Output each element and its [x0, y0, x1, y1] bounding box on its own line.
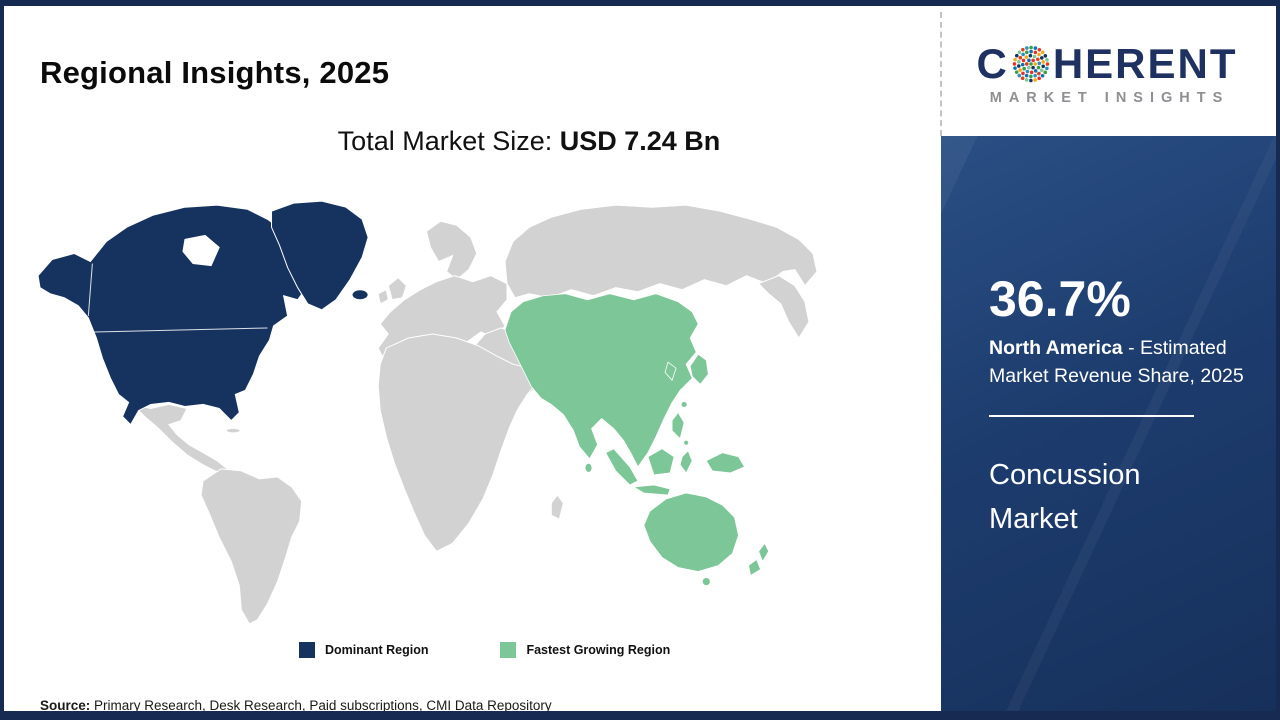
- fastest-growing-region-label: Fastest Growing Region: [526, 643, 671, 657]
- map-fastest-growing-region: [504, 293, 770, 586]
- fastest-growing-region-swatch: [500, 642, 517, 658]
- total-market-size-label: Total Market Size:: [337, 126, 560, 156]
- alaska-canada-border-line: [87, 263, 93, 316]
- source-label: Source:: [40, 698, 91, 713]
- region-philippines-south: [683, 439, 690, 446]
- region-java: [632, 484, 671, 496]
- sidebar-divider-line: [989, 414, 1194, 417]
- market-name: Concussion Market: [989, 458, 1141, 536]
- total-market-size: Total Market Size: USD 7.24 Bn: [4, 126, 944, 157]
- source-note: Source: Primary Research, Desk Research,…: [40, 698, 552, 713]
- brand-subtitle: MARKET INSIGHTS: [989, 89, 1230, 106]
- region-new-zealand-south: [748, 558, 762, 577]
- map-dominant-region: [37, 200, 369, 426]
- legend-item-fastest-growing: Fastest Growing Region: [500, 642, 670, 658]
- region-uk: [387, 276, 407, 301]
- us-canada-border-line: [94, 327, 268, 333]
- region-ireland: [377, 288, 389, 305]
- brand-wordmark: C HERENT: [976, 39, 1238, 87]
- region-australia: [643, 492, 739, 572]
- dominant-region-label: Dominant Region: [325, 643, 429, 657]
- region-sri-lanka: [584, 462, 593, 473]
- logo-globe-icon: [1012, 45, 1050, 82]
- brand-letters-herent: HERENT: [1052, 39, 1238, 87]
- world-map-svg: [37, 200, 818, 625]
- brand-logo: C HERENT MARKET INSIGHTS: [940, 12, 1272, 136]
- region-new-guinea: [705, 452, 746, 474]
- region-taiwan: [680, 401, 688, 408]
- region-scandinavia: [425, 220, 478, 281]
- region-borneo: [647, 448, 675, 476]
- logo-globe-dots: [1012, 45, 1050, 82]
- region-south-america: [200, 468, 303, 625]
- share-region-name: North America: [989, 337, 1123, 359]
- region-caribbean: [225, 427, 241, 434]
- region-philippines: [671, 411, 685, 440]
- bottom-border-bar: [4, 711, 1276, 720]
- region-north-america: [37, 204, 309, 426]
- page-title: Regional Insights, 2025: [40, 54, 390, 90]
- map-rest-of-world: [131, 204, 818, 625]
- legend-item-dominant: Dominant Region: [299, 642, 428, 658]
- map-legend: Dominant Region Fastest Growing Region: [299, 642, 670, 658]
- region-greenland: [271, 200, 369, 311]
- region-russia: [504, 204, 818, 299]
- share-description: North America - Estimated Market Revenue…: [989, 334, 1247, 391]
- brand-letter-c: C: [976, 39, 1009, 87]
- region-korea: [664, 361, 677, 382]
- source-text: Primary Research, Desk Research, Paid su…: [90, 698, 552, 713]
- region-iceland: [351, 289, 369, 301]
- region-madagascar: [550, 494, 564, 520]
- region-new-zealand-north: [758, 542, 770, 563]
- region-africa: [377, 333, 551, 553]
- region-asia-mainland: [504, 293, 699, 468]
- region-sumatra: [605, 448, 639, 486]
- sidebar: 36.7% North America - Estimated Market R…: [941, 136, 1276, 717]
- region-sulawesi: [679, 450, 693, 474]
- region-russia-far-east: [757, 275, 810, 339]
- share-description-text: - Estimated Market Revenue Share, 2025: [989, 337, 1244, 388]
- dominant-region-swatch: [299, 642, 315, 658]
- region-mexico-central-america: [131, 403, 229, 474]
- region-japan: [689, 353, 709, 385]
- total-market-size-value: USD 7.24 Bn: [559, 126, 721, 156]
- share-percentage: 36.7%: [989, 271, 1131, 327]
- world-map: [34, 196, 819, 631]
- region-tasmania: [701, 577, 711, 586]
